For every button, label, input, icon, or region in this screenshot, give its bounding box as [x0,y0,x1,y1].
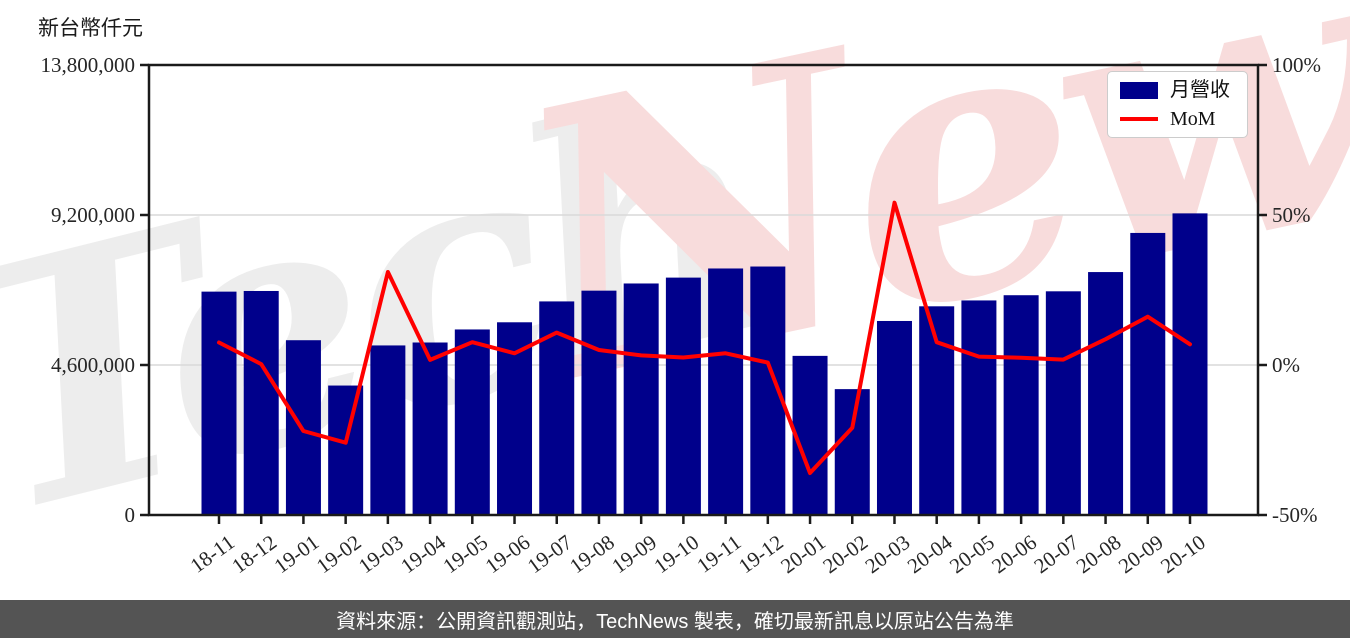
x-tick-label: 19-12 [734,530,788,578]
revenue-bar-20-03 [876,320,912,515]
left-tick-label: 4,600,000 [51,353,135,377]
x-tick-label: 20-07 [1029,530,1083,578]
source-attribution-bar: 資料來源：公開資訊觀測站，TechNews 製表，確切最新訊息以原站公告為準 [0,600,1350,638]
x-tick-label: 20-02 [818,530,872,578]
revenue-bar-18-11 [201,291,237,515]
mom-line-swatch-icon [1120,117,1158,121]
right-tick-label: 100% [1272,53,1321,77]
x-tick-label: 19-05 [438,530,492,578]
x-tick-label: 20-06 [987,530,1041,578]
revenue-mom-chart: 0 4,600,000 9,200,000 13,800,000 -50% 0% 50% 10… [41,53,1322,579]
legend-mom-label: MoM [1170,108,1216,130]
right-tick-label: -50% [1272,503,1318,527]
x-tick-label: 18-12 [227,530,281,578]
revenue-bar-19-04 [412,342,448,515]
x-tick-label: 20-08 [1072,530,1126,578]
x-tick-label: 19-03 [354,530,408,578]
left-tick-label: 9,200,000 [51,203,135,227]
revenue-bar-swatch-icon [1120,81,1158,99]
revenue-bar-19-09 [623,283,659,515]
legend-revenue-label: 月營收 [1170,79,1230,101]
revenue-bar-19-10 [665,277,701,515]
x-tick-label: 19-04 [396,530,450,579]
x-tick-label: 19-06 [481,530,535,578]
revenue-bar-20-06 [1003,295,1039,515]
x-tick-label: 20-04 [903,530,957,579]
revenue-bar-20-10 [1172,213,1208,515]
source-attribution-text: 資料來源：公開資訊觀測站，TechNews 製表，確切最新訊息以原站公告為準 [336,610,1014,633]
x-tick-label: 18-11 [186,530,239,578]
right-tick-label: 0% [1272,353,1300,377]
revenue-bar-19-03 [370,345,406,515]
x-tick-label: 20-03 [861,530,915,578]
left-tick-label: 13,800,000 [41,53,136,77]
left-tick-label: 0 [125,503,136,527]
x-tick-label: 19-10 [650,530,704,578]
revenue-bar-19-08 [581,290,617,515]
legend-item-mom: MoM [1120,109,1235,129]
right-tick-label: 50% [1272,203,1311,227]
x-tick-label: 19-02 [312,530,366,578]
chart-legend: 月營收 MoM [1107,71,1248,138]
revenue-bar-20-07 [1045,291,1081,515]
x-tick-label: 20-10 [1156,530,1210,578]
x-tick-label: 19-09 [607,530,661,578]
mom-line [217,200,1192,475]
revenue-bar-20-05 [961,300,997,515]
y-axis-unit-label: 新台幣仟元 [38,16,143,40]
x-tick-label: 20-05 [945,530,999,578]
x-tick-label: 19-11 [692,530,745,578]
revenue-bar-18-12 [243,290,279,515]
revenue-bar-19-05 [454,329,490,515]
revenue-bar-19-11 [708,268,744,515]
x-tick-label: 19-01 [270,530,324,578]
revenue-bar-20-08 [1088,272,1124,515]
x-tick-label: 19-08 [565,530,619,578]
x-tick-label: 20-09 [1114,530,1168,578]
revenue-bar-20-02 [834,389,870,515]
x-tick-label: 19-07 [523,530,577,578]
x-tick-label: 20-01 [776,530,830,578]
revenue-bar-20-09 [1130,232,1166,515]
revenue-bar-20-01 [792,355,828,515]
plot-frame [147,63,1260,517]
revenue-bar-19-02 [328,385,364,515]
legend-item-revenue: 月營收 [1120,80,1235,100]
